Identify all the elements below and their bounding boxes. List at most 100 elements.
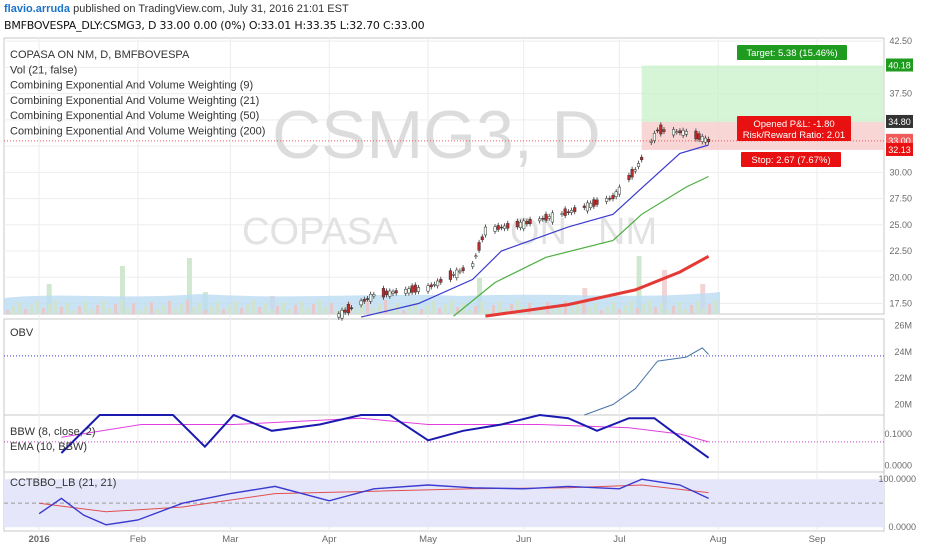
author-name[interactable]: flavio.arruda [4, 3, 71, 15]
candle-body [560, 213, 564, 215]
candle-body [611, 195, 615, 200]
publish-info: flavio.arruda published on TradingView.c… [4, 3, 349, 15]
legend-item-6: Combining Exponential And Volume Weighti… [10, 126, 265, 138]
candle-body [585, 202, 590, 212]
volume-bar [594, 303, 597, 314]
candle-body [617, 186, 621, 195]
indicator-lines [360, 144, 710, 318]
legend-item-5: Combining Exponential And Volume Weighti… [10, 110, 259, 122]
x-tick-5: Jun [516, 534, 531, 545]
volume-bar [582, 300, 585, 314]
volume-bar [504, 308, 507, 314]
volume-bar [636, 256, 642, 314]
volume-bar [96, 305, 99, 314]
candle-body [640, 156, 644, 161]
candle-body [573, 207, 577, 212]
volume-bar [156, 309, 159, 314]
volume-bar [330, 303, 333, 314]
volume-bar [432, 301, 435, 314]
volume-bar [564, 301, 567, 314]
volume-bar [108, 308, 111, 314]
candle-body [697, 133, 701, 140]
candle-body [404, 288, 408, 294]
volume-bar [216, 302, 219, 314]
watermark-listing: NM [598, 211, 657, 253]
candle-body [522, 220, 526, 229]
target-label: Target: 5.38 (15.46%) [737, 45, 847, 60]
cct-band [4, 479, 884, 528]
candle-body [381, 288, 385, 298]
volume-bar [48, 304, 51, 314]
volume-bar [126, 307, 129, 314]
candle-body [426, 285, 430, 292]
x-tick-4: May [419, 534, 437, 545]
y-tick-main-8: 22.50 [889, 246, 912, 256]
candle-body [477, 242, 481, 251]
candle-body [483, 226, 487, 236]
publish-date: published on TradingView.com, July 31, 2… [73, 3, 349, 15]
candle-body [410, 285, 414, 293]
volume-bar [66, 303, 69, 314]
y-tick-obv-1: 24M [894, 347, 912, 357]
volume-bar [234, 301, 237, 314]
volume-bar [222, 309, 225, 314]
volume-bar [174, 308, 177, 314]
legend-item-1: COPASA ON NM, D, BMFBOVESPA [10, 49, 190, 61]
candlesticks [337, 122, 711, 321]
chart-area[interactable]: CSMG3, D COPASA ON NM Target: 5.38 (15.4… [0, 34, 932, 550]
candle-body [474, 255, 478, 258]
volume-bar [486, 309, 489, 314]
candle-body [499, 226, 503, 229]
x-tick-1: Feb [130, 534, 146, 545]
target-label-bg [737, 45, 847, 60]
x-tick-0: 2016 [29, 534, 50, 545]
volume-bar [510, 304, 513, 314]
candle-body [385, 290, 389, 296]
volume-bar [516, 300, 519, 314]
volume-bar [552, 309, 555, 314]
price-label-bg-0 [886, 58, 913, 72]
candle-body [614, 191, 618, 197]
pnl-rr-label-bg [737, 116, 851, 141]
candle-body [538, 218, 542, 222]
candle-body [627, 175, 631, 180]
candle-body [439, 279, 443, 283]
long-position-tool[interactable] [4, 65, 884, 150]
pnl-rr-label-text-1: Opened P&L: -1.80 [753, 119, 834, 130]
candle-body [365, 298, 370, 300]
indicator-line-1 [360, 144, 709, 318]
volume-bar [186, 300, 189, 314]
volume-bar [690, 305, 693, 314]
volume-bar [402, 310, 405, 314]
volume-bar [662, 270, 667, 314]
candle-body [493, 226, 497, 232]
volume-bar [6, 310, 9, 314]
candle-body [369, 294, 373, 302]
volume-bar [642, 304, 645, 314]
volume-bar [144, 306, 147, 314]
volume-bar [558, 305, 561, 314]
volume-bar [474, 306, 477, 314]
legend-item-2: Vol (21, false) [10, 64, 77, 76]
volume-bar [258, 307, 261, 314]
volume-bar [492, 305, 495, 314]
candle-body [337, 313, 341, 318]
bbw-ema-line [61, 417, 709, 443]
price-label-3: 32.13 [888, 145, 911, 155]
candle-body [700, 136, 704, 143]
volume-bar [318, 300, 321, 314]
volume-bar [660, 303, 663, 314]
volume-bar [24, 309, 27, 314]
stop-label-text-1: Stop: 2.67 (7.67%) [751, 155, 830, 166]
volume-bar [606, 306, 609, 314]
volume-bar [252, 300, 255, 314]
candle-body [652, 133, 656, 141]
candle-body [525, 221, 529, 225]
candle-body [684, 131, 688, 135]
candle-body [707, 139, 711, 143]
volume-bar [306, 308, 309, 314]
y-tick-obv-3: 20M [894, 399, 912, 409]
candle-body [340, 310, 344, 319]
volume-bar [180, 304, 183, 314]
